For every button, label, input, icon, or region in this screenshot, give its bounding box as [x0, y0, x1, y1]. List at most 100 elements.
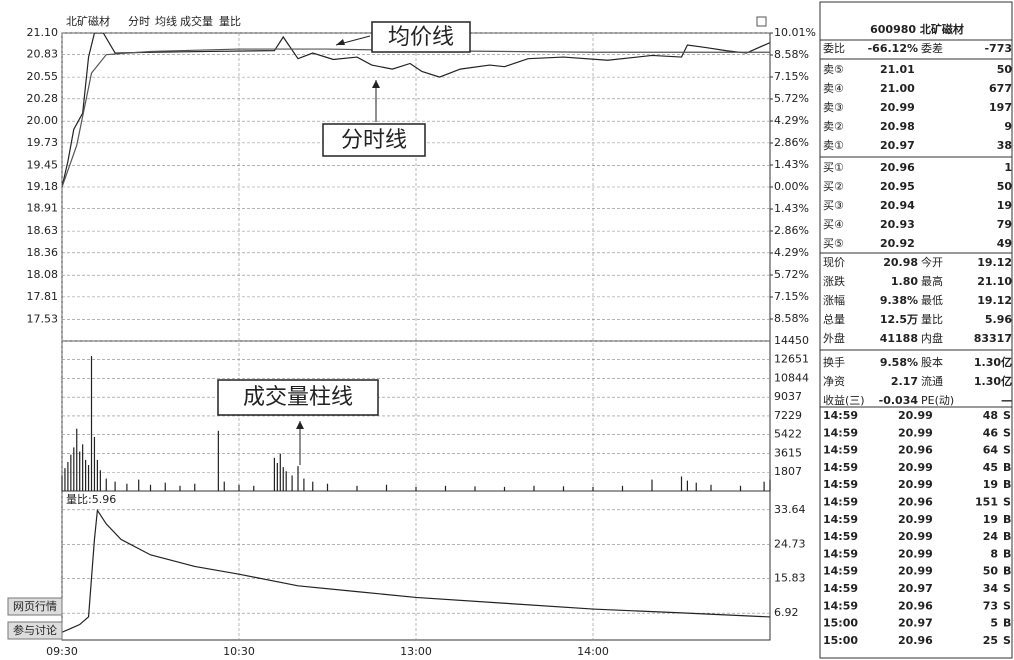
value: 83317: [974, 332, 1012, 345]
annotation-box: [371, 21, 471, 53]
qty: 49: [997, 237, 1012, 250]
stock-name: 北矿磁材: [66, 14, 110, 28]
trade-price: 20.99: [898, 409, 933, 422]
series-line: [61, 508, 771, 633]
trade-side: S: [1003, 496, 1011, 509]
button[interactable]: [7, 621, 63, 640]
menu-item: 均线: [155, 14, 177, 28]
y-tick-label: 1807: [774, 465, 802, 478]
trade-price: 20.99: [898, 461, 933, 474]
label: 买③: [823, 199, 844, 212]
volume-bar: [312, 481, 314, 491]
y2-tick-label: 7.15%: [774, 290, 809, 303]
button-label[interactable]: 网页行情: [13, 600, 57, 613]
trade-side: B: [1003, 617, 1011, 630]
trade-volume: 5: [990, 617, 998, 630]
trade-time: 14:59: [823, 513, 858, 526]
label: 净资: [823, 374, 845, 388]
trade-price: 20.99: [898, 530, 933, 543]
trade-volume: 24: [983, 530, 999, 543]
volume-bar: [415, 486, 417, 491]
price: 20.92: [880, 237, 915, 250]
price: 20.96: [880, 161, 915, 174]
volume-bar: [87, 465, 90, 491]
trade-time: 14:59: [823, 496, 858, 509]
label: 涨跌: [823, 274, 845, 288]
label: 流通: [921, 374, 943, 388]
value: 21.10: [977, 275, 1012, 288]
value: 5.96: [985, 313, 1012, 326]
label: 卖③: [823, 101, 844, 114]
arrowhead: [372, 80, 380, 88]
volume-bar: [164, 482, 166, 491]
trade-side: B: [1003, 478, 1011, 491]
trade-volume: 73: [983, 599, 998, 612]
menu-item: 成交量: [180, 14, 213, 28]
trade-side: B: [1003, 461, 1011, 474]
arrowhead: [336, 39, 345, 45]
trade-time: 14:59: [823, 547, 858, 560]
volume-bar: [96, 459, 98, 491]
trade-time: 14:59: [823, 582, 858, 595]
volume-bar: [223, 481, 225, 491]
volume-bar: [474, 486, 476, 491]
trade-side: S: [1003, 582, 1011, 595]
y-tick-label: 18.63: [27, 224, 59, 237]
button[interactable]: [7, 597, 63, 616]
y-tick-label: 24.73: [774, 537, 806, 550]
label: 买④: [823, 218, 844, 231]
quote-frame: [819, 1, 1013, 659]
trade-time: 14:59: [823, 530, 858, 543]
value: 2.17: [891, 375, 918, 388]
volume-bar: [61, 475, 63, 491]
button-label[interactable]: 参与讨论: [13, 623, 57, 637]
value: 12.5万: [880, 313, 918, 326]
label: 卖⑤: [823, 63, 844, 76]
price: 20.93: [880, 218, 915, 231]
trade-volume: 50: [983, 565, 999, 578]
y-tick-label: 7229: [774, 409, 802, 422]
label: 外盘: [823, 331, 845, 345]
trade-time: 14:59: [823, 461, 858, 474]
volume-bar: [686, 480, 688, 491]
qty: 197: [989, 101, 1012, 114]
trade-price: 20.99: [898, 547, 933, 560]
trade-volume: 46: [983, 426, 999, 439]
volume-bar: [105, 478, 107, 491]
volume-bar: [85, 459, 87, 491]
y2-tick-label: 1.43%: [774, 158, 809, 171]
volume-bar: [149, 484, 152, 491]
value: -66.12%: [868, 42, 918, 55]
y2-tick-label: 4.29%: [774, 246, 809, 259]
value: 1.30亿: [974, 374, 1012, 388]
value: —: [1001, 394, 1012, 407]
volume-bar: [695, 482, 697, 491]
y-tick-label: 21.10: [27, 26, 59, 39]
y-tick-label: 19.45: [27, 158, 59, 171]
menu-item: 分时: [128, 15, 150, 28]
volume-bar: [592, 486, 594, 491]
label: 卖④: [823, 82, 844, 95]
trade-volume: 19: [983, 513, 998, 526]
trade-volume: 8: [990, 547, 998, 560]
volume-bar: [273, 457, 275, 491]
x-tick-label: 14:00: [577, 645, 609, 658]
trade-price: 20.99: [898, 513, 933, 526]
volume-bar: [356, 485, 358, 491]
x-tick-label: 09:30: [46, 645, 78, 658]
volume-bar: [503, 486, 506, 491]
value: 20.98: [883, 256, 918, 269]
trade-volume: 45: [983, 461, 998, 474]
y-tick-label: 3615: [774, 446, 802, 459]
y2-tick-label: 5.72%: [774, 268, 809, 281]
price: 20.98: [880, 120, 915, 133]
volume-bar: [194, 483, 196, 491]
volume-bar: [276, 462, 278, 491]
volume-bar: [326, 483, 329, 491]
volume-bar: [651, 479, 653, 491]
volume-bar: [285, 471, 287, 491]
trade-time: 14:59: [823, 426, 858, 439]
trade-time: 15:00: [823, 634, 858, 647]
trade-side: B: [1003, 513, 1011, 526]
annotation: 成交量柱线: [243, 385, 353, 410]
